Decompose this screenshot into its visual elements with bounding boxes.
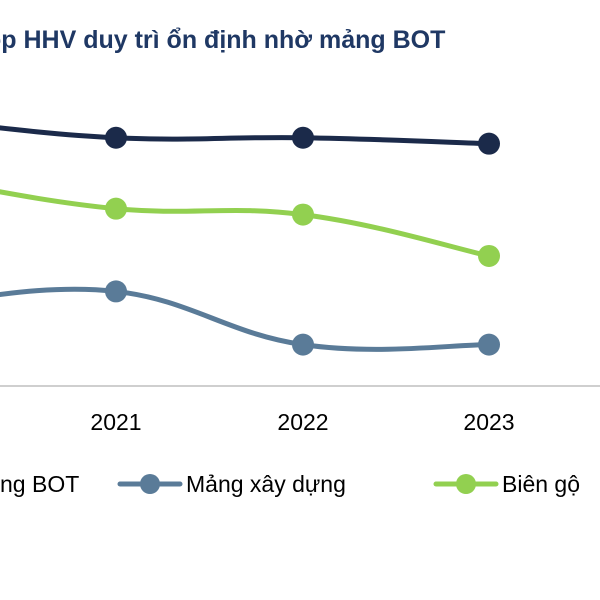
legend-label-2: Mảng xây dựng: [186, 471, 346, 497]
x-tick-label: 2021: [90, 409, 141, 435]
data-point-2-2021: [105, 280, 127, 303]
data-point-1-2023: [478, 132, 500, 155]
x-tick-label: 2023: [463, 409, 514, 435]
legend-swatch-marker-3: [456, 474, 476, 494]
series-line-3: [0, 189, 492, 259]
data-point-2-2022: [292, 333, 314, 356]
data-point-2-2023: [478, 333, 500, 356]
data-point-3-2021: [105, 197, 127, 220]
series-line-1: [0, 125, 492, 147]
legend-swatch-marker-2: [140, 474, 160, 494]
legend-label-1: ng BOT: [0, 471, 79, 497]
series-line-2: [0, 286, 492, 352]
data-point-3-2023: [478, 244, 500, 267]
data-point-1-2021: [105, 126, 127, 149]
data-point-3-2022: [292, 203, 314, 226]
x-tick-label: 2022: [277, 409, 328, 435]
legend-label-3: Biên gộ: [502, 471, 580, 497]
chart-title: ộp HHV duy trì ổn định nhờ mảng BOT: [0, 26, 446, 54]
data-point-1-2022: [292, 126, 314, 149]
